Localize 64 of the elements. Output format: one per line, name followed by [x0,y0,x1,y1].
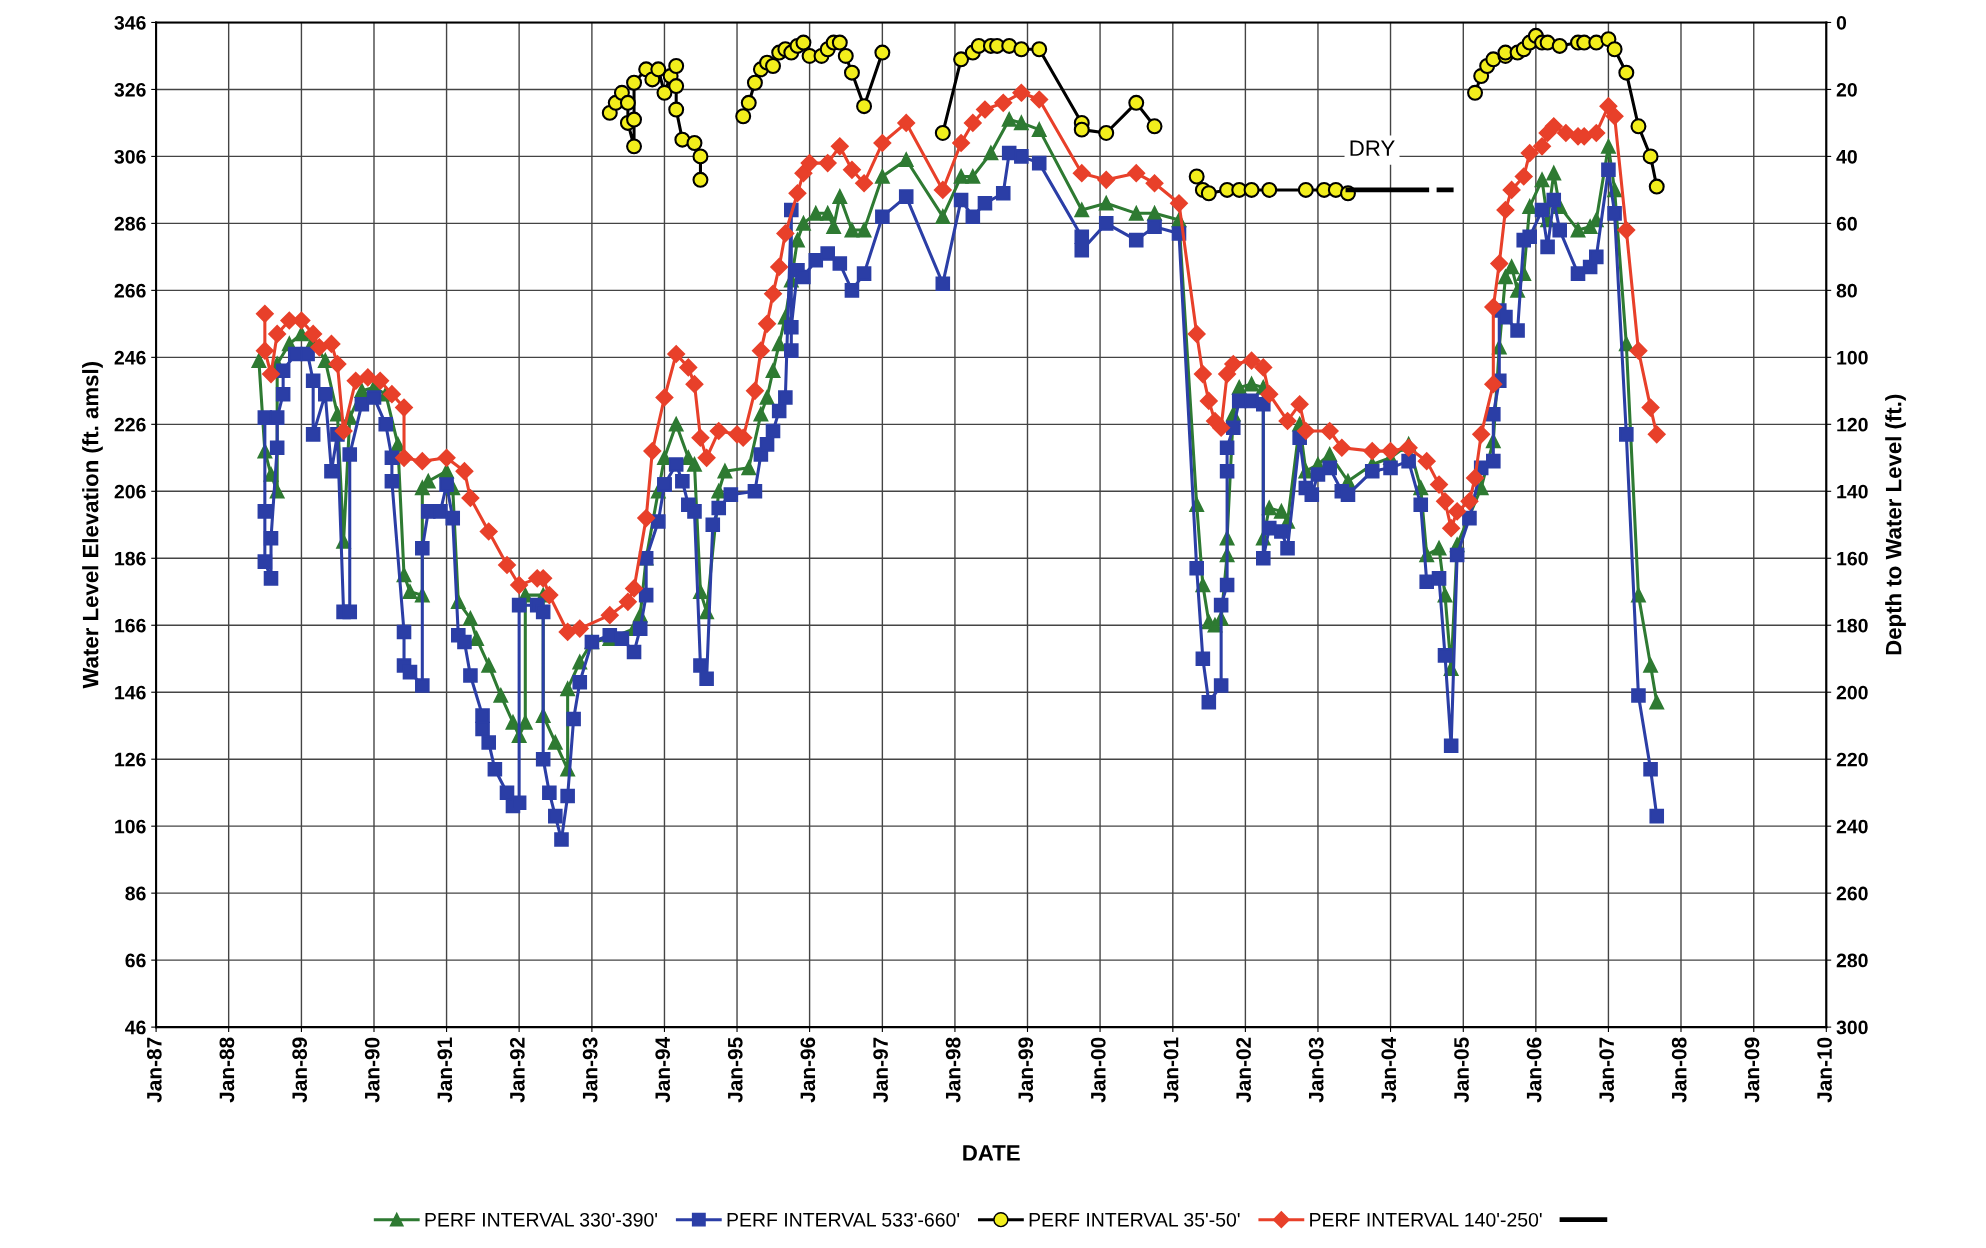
x-tick-label: Jan-91 [437,1037,453,1103]
x-tick-label: Jan-92 [509,1037,525,1103]
y-tick-label: 326 [114,82,146,97]
y2-tick-label: 140 [1837,484,1868,499]
y2-tick-label: 280 [1836,953,1868,968]
y2-tick-label: 80 [1836,283,1857,298]
x-tick-label: Jan-10 [1817,1037,1832,1103]
y2-tick-label: 0 [1836,15,1847,30]
x-tick-label: Jan-88 [219,1037,235,1103]
x-tick-label: Jan-03 [1308,1037,1324,1103]
x-tick-label: Jan-08 [1671,1037,1687,1103]
x-tick-label: Jan-01 [1163,1037,1179,1103]
y-tick-label: 186 [115,551,146,566]
y-tick-label: 306 [114,149,146,164]
x-tick-label: Jan-94 [655,1036,671,1103]
y2-tick-label: 220 [1836,752,1868,767]
x-tick-label: Jan-95 [727,1037,743,1103]
y2-tick-label: 240 [1836,819,1868,834]
y-tick-label: 246 [114,350,146,365]
y2-tick-label: 120 [1837,417,1868,432]
legend-label: PERF INTERVAL 35'-50' [1029,1212,1240,1227]
y2-tick-label: 260 [1836,886,1868,901]
x-axis-title: DATE [963,1145,1020,1161]
y-tick-label: 146 [115,685,146,700]
y2-tick-label: 60 [1836,216,1857,231]
x-tick-label: Jan-05 [1454,1037,1469,1103]
x-tick-label: Jan-97 [873,1037,888,1103]
y2-tick-label: 160 [1837,551,1868,566]
y-tick-label: 106 [115,819,146,834]
x-tick-label: Jan-87 [146,1037,162,1103]
x-tick-label: Jan-98 [945,1037,961,1103]
x-tick-label: Jan-06 [1526,1037,1542,1103]
y2-tick-label: 40 [1836,149,1857,164]
legend-label: PERF INTERVAL 330'-390' [425,1212,658,1227]
annotation: DRY [1350,140,1395,156]
y-tick-label: 226 [114,417,146,432]
y-tick-label: 346 [114,15,146,30]
x-tick-label: Jan-09 [1744,1037,1760,1103]
legend-label: PERF INTERVAL 533'-660' [727,1212,960,1227]
x-tick-label: Jan-07 [1599,1037,1615,1103]
y2-tick-label: 300 [1836,1020,1868,1035]
x-tick-label: Jan-04 [1381,1036,1397,1103]
y-tick-label: 206 [114,484,146,499]
y2-tick-label: 180 [1837,618,1868,633]
y-tick-label: 86 [125,886,146,901]
x-tick-label: Jan-99 [1018,1037,1034,1103]
y2-tick-label: 100 [1837,350,1868,365]
x-tick-label: Jan-02 [1236,1037,1251,1103]
x-tick-label: Jan-89 [292,1037,308,1103]
y-tick-label: 266 [114,283,146,298]
legend-label: PERF INTERVAL 140'-250' [1310,1212,1542,1227]
y2-axis-title: Depth to Water Level (ft.) [1885,394,1906,655]
y-axis-title: Water Level Elevation (ft. amsl) [82,362,103,689]
y-tick-label: 286 [114,216,146,231]
y-tick-label: 166 [115,618,146,633]
y2-tick-label: 20 [1836,82,1857,97]
y2-tick-label: 200 [1836,685,1868,700]
x-tick-label: Jan-93 [582,1037,598,1103]
y-tick-label: 126 [115,752,146,767]
x-tick-label: Jan-96 [800,1037,816,1103]
y-tick-label: 66 [125,953,146,968]
x-tick-label: Jan-00 [1090,1037,1106,1103]
y-tick-label: 46 [125,1020,146,1035]
x-tick-label: Jan-90 [364,1037,380,1103]
